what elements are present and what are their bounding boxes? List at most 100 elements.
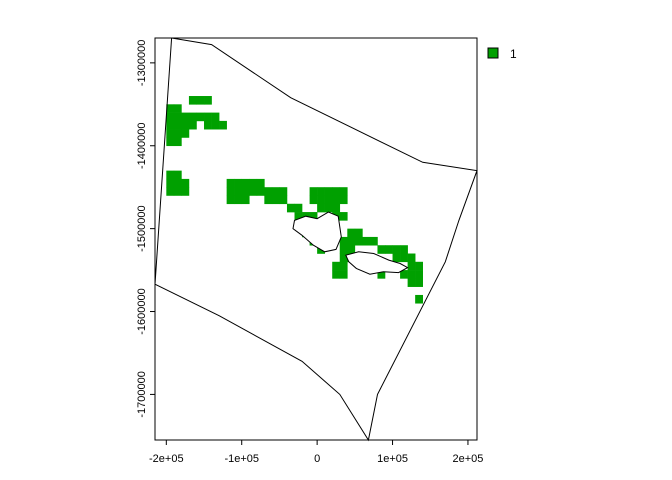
raster-cell xyxy=(407,261,416,271)
raster-cell xyxy=(241,178,250,188)
legend: 1 xyxy=(487,47,517,61)
raster-cell xyxy=(407,270,416,279)
raster-cell xyxy=(369,236,378,246)
raster-cell xyxy=(234,178,243,188)
raster-cell xyxy=(188,112,197,122)
raster-cell xyxy=(415,294,423,304)
raster-cell xyxy=(415,278,423,287)
raster-cell xyxy=(400,245,408,254)
inner-boundary-polygon xyxy=(292,211,342,253)
raster-cell xyxy=(204,96,212,105)
raster-cell xyxy=(166,187,175,196)
raster-cell xyxy=(347,236,356,246)
raster-cell xyxy=(339,195,348,205)
raster-cell xyxy=(264,187,273,196)
raster-cell xyxy=(166,129,175,138)
raster-cell xyxy=(181,178,190,188)
y-axis-tick-label: -1300000 xyxy=(136,40,148,87)
raster-cell xyxy=(415,261,423,271)
raster-cell xyxy=(415,270,423,279)
raster-cell xyxy=(347,228,356,238)
raster-cell xyxy=(166,178,175,188)
raster-cell xyxy=(294,203,303,213)
outer-boundary-polygon xyxy=(154,37,478,442)
raster-cell xyxy=(332,195,341,205)
raster-cell xyxy=(279,195,288,205)
raster-cell xyxy=(377,245,386,254)
raster-cell xyxy=(226,187,235,196)
raster-cell xyxy=(279,187,288,196)
raster-cell xyxy=(385,245,393,254)
raster-cell xyxy=(400,253,408,263)
raster-cell xyxy=(309,212,318,221)
x-axis-tick-label: 0 xyxy=(314,453,320,465)
legend-swatch xyxy=(487,47,499,59)
raster-cell xyxy=(256,178,265,188)
raster-cell xyxy=(173,104,182,113)
raster-cell xyxy=(241,187,250,196)
raster-cell xyxy=(339,270,348,279)
raster-cell xyxy=(271,195,280,205)
raster-cell xyxy=(332,187,341,196)
raster-cell xyxy=(166,170,175,180)
raster-cell xyxy=(309,195,318,205)
raster-cell xyxy=(234,187,243,196)
raster-cell xyxy=(407,253,416,263)
raster-cell xyxy=(317,187,325,196)
raster-cell xyxy=(324,203,333,213)
x-axis-tick-label: 1e+05 xyxy=(377,453,408,465)
raster-cell xyxy=(196,96,205,105)
inner-boundary-polygon xyxy=(345,251,409,275)
raster-cell xyxy=(249,178,258,188)
y-axis-tick-label: -1400000 xyxy=(136,123,148,170)
raster-cell xyxy=(173,137,182,147)
raster-cell xyxy=(309,187,318,196)
raster-cell xyxy=(400,270,408,279)
raster-cell xyxy=(392,245,401,254)
raster-cell xyxy=(226,178,235,188)
raster-cell xyxy=(241,195,250,205)
raster-cell xyxy=(181,112,190,122)
raster-cell xyxy=(211,112,220,122)
raster-cell xyxy=(332,261,341,271)
raster-cell xyxy=(354,228,363,238)
raster-cell xyxy=(188,120,197,130)
raster-cell xyxy=(173,129,182,138)
y-axis-tick-label: -1600000 xyxy=(136,288,148,335)
raster-cell xyxy=(317,203,325,213)
raster-cell xyxy=(324,195,333,205)
raster-cell xyxy=(332,270,341,279)
raster-cell xyxy=(173,170,182,180)
x-axis-tick-label: 2e+05 xyxy=(452,453,483,465)
raster-cell xyxy=(173,112,182,122)
raster-cell xyxy=(339,236,348,246)
raster-cell xyxy=(166,112,175,122)
raster-cell xyxy=(249,187,258,196)
raster-cell xyxy=(173,120,182,130)
raster-cell xyxy=(173,187,182,196)
raster-cell xyxy=(339,253,348,263)
raster-cell xyxy=(226,195,235,205)
raster-cell xyxy=(196,112,205,122)
raster-cell xyxy=(354,236,363,246)
raster-cell xyxy=(271,187,280,196)
y-axis-tick-label: -1700000 xyxy=(136,371,148,418)
raster-cell xyxy=(173,178,182,188)
raster-cell xyxy=(332,203,341,213)
raster-cell xyxy=(166,120,175,130)
raster-cell xyxy=(204,112,212,122)
plot-frame xyxy=(154,37,478,441)
raster-cell xyxy=(339,261,348,271)
raster-cell xyxy=(181,187,190,196)
raster-cell xyxy=(166,104,175,113)
raster-cell xyxy=(392,253,401,263)
raster-cell xyxy=(204,120,212,130)
raster-cell xyxy=(286,203,295,213)
x-axis-tick-label: -2e+05 xyxy=(149,453,184,465)
raster-cell xyxy=(324,187,333,196)
axes-layer: -2e+05 -1e+05 0 1e+05 2e+05 -1300000 -1400000 -… xyxy=(136,37,483,465)
raster-cell xyxy=(181,120,190,130)
x-axis-tick-label: -1e+05 xyxy=(224,453,259,465)
boundary-polygons-layer xyxy=(154,37,478,442)
